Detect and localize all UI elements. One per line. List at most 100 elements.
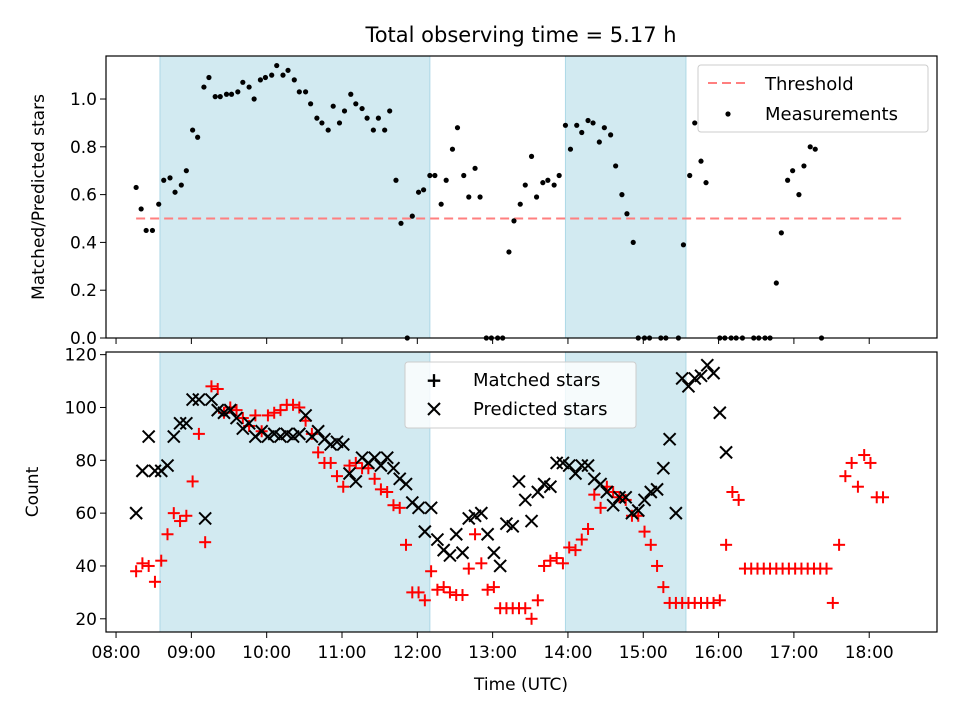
matched-star-marker: [192, 427, 205, 440]
x-tick-label: 14:00: [543, 643, 592, 663]
matched-star-marker: [211, 382, 224, 395]
predicted-star-marker: [292, 427, 307, 441]
matched-star-marker: [864, 456, 877, 469]
predicted-star-marker: [411, 501, 426, 515]
predicted-star-marker: [229, 411, 244, 425]
matched-star-marker: [563, 541, 576, 554]
measurement-point: [698, 158, 704, 164]
measurement-point: [217, 94, 223, 100]
y-tick-label: 0.2: [70, 281, 97, 301]
predicted-star-marker: [129, 506, 143, 520]
measurement-point: [280, 72, 286, 78]
measurement-point: [212, 94, 218, 100]
matched-star-marker: [174, 515, 187, 528]
predicted-star-marker: [424, 501, 438, 515]
matched-star-marker: [569, 544, 582, 557]
y-tick-label: 0.6: [70, 186, 97, 206]
predicted-star-marker: [380, 450, 394, 465]
matched-star-marker: [644, 538, 657, 551]
predicted-star-marker: [223, 403, 237, 417]
measurement-point: [138, 206, 144, 212]
predicted-star-marker: [349, 474, 363, 489]
y-tick-label: 100: [65, 398, 97, 418]
measurement-point: [567, 146, 574, 152]
measurement-point: [420, 187, 427, 193]
measurement-point: [178, 182, 184, 188]
measurement-point: [149, 227, 156, 234]
matched-star-marker: [418, 594, 431, 607]
measurement-point: [517, 201, 523, 207]
measurement-point: [257, 77, 264, 83]
predicted-star-marker: [713, 406, 727, 420]
matched-star-marker: [324, 456, 337, 469]
legend-threshold-label: Threshold: [764, 74, 854, 95]
measurement-point: [601, 125, 607, 131]
predicted-star-marker: [160, 458, 175, 473]
predicted-star-marker: [367, 450, 382, 465]
measurement-point: [240, 79, 246, 85]
matched-star-marker: [261, 409, 274, 422]
x-tick-label: 08:00: [92, 643, 141, 663]
matched-star-marker: [374, 483, 387, 496]
measurement-point: [183, 168, 189, 174]
matched-star-marker: [588, 488, 601, 501]
matched-star-marker: [481, 583, 494, 596]
top-panel: 0.0 0.2 0.4 0.6 0.8 1.0 Matched/Predicted sta…: [29, 55, 938, 349]
measurement-point: [812, 146, 818, 152]
bottom-legend: + Matched stars Predicted stars: [404, 361, 637, 429]
measurement-point: [687, 172, 693, 179]
measurement-point: [545, 177, 551, 183]
predicted-star-marker: [198, 511, 212, 526]
predicted-star-marker: [487, 546, 501, 560]
matched-star-marker: [877, 491, 890, 504]
matched-star-marker: [205, 380, 218, 393]
measurement-point: [807, 144, 813, 150]
measurement-point: [522, 182, 528, 188]
measurement-point: [680, 242, 687, 248]
predicted-star-marker: [631, 503, 645, 518]
matched-star-marker: [594, 501, 607, 514]
predicted-star-marker: [700, 358, 714, 372]
predicted-star-marker: [568, 466, 583, 481]
measurement-point: [585, 117, 591, 124]
matched-star-marker: [249, 409, 262, 422]
measurement-point: [195, 134, 201, 140]
predicted-star-marker: [656, 461, 671, 475]
predicted-star-marker: [298, 408, 313, 423]
matched-star-marker: [469, 528, 482, 541]
predicted-star-marker: [637, 493, 652, 507]
predicted-star-marker: [386, 461, 401, 475]
matched-star-marker: [858, 449, 871, 462]
measurement-point: [308, 101, 314, 107]
measurement-point: [353, 101, 359, 107]
matched-star-marker: [556, 557, 569, 570]
y-tick-label: 0.8: [70, 138, 97, 158]
predicted-star-marker: [167, 429, 181, 444]
predicted-star-marker: [662, 432, 677, 446]
measurement-point: [235, 89, 241, 95]
measurement-point: [375, 115, 381, 121]
predicted-star-marker: [506, 519, 520, 534]
measurement-point: [387, 108, 393, 114]
predicted-star-marker: [192, 392, 206, 407]
measurement-point: [438, 201, 444, 207]
matched-star-marker: [142, 559, 155, 572]
top-y-axis-label: Matched/Predicted stars: [29, 94, 49, 300]
x-tick-label: 12:00: [393, 643, 442, 663]
measurement-point: [223, 91, 230, 97]
x-tick-label: 16:00: [694, 643, 743, 663]
predicted-star-marker: [543, 480, 558, 494]
matched-star-marker: [155, 554, 168, 567]
y-tick-label: 60: [75, 504, 97, 524]
measurement-point: [801, 163, 807, 169]
matched-star-marker: [582, 522, 595, 535]
measurement-point: [393, 177, 399, 183]
measurement-point: [228, 91, 235, 97]
y-tick-label: 20: [75, 610, 97, 630]
measurement-point: [461, 172, 467, 179]
measurement-point: [528, 153, 535, 159]
measurement-point: [477, 194, 483, 200]
measurement-point: [206, 74, 212, 81]
predicted-star-marker: [311, 424, 325, 438]
predicted-star-marker: [430, 532, 445, 547]
